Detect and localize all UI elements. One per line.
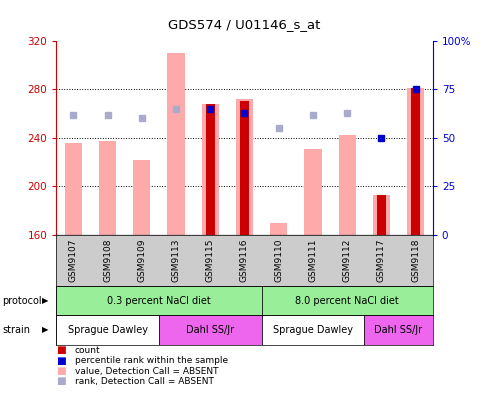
Text: Sprague Dawley: Sprague Dawley [67,325,147,335]
Bar [205,104,214,235]
Bar [201,104,218,235]
Bar [167,53,184,235]
Text: GSM9117: GSM9117 [376,239,385,282]
Bar [376,195,385,235]
Bar [304,149,321,235]
Text: ■: ■ [56,345,66,356]
Text: ▶: ▶ [42,296,49,305]
Text: ■: ■ [56,356,66,366]
Text: strain: strain [2,325,30,335]
Bar [372,195,389,235]
Text: 0.3 percent NaCl diet: 0.3 percent NaCl diet [107,295,210,306]
Text: GSM9110: GSM9110 [274,239,283,282]
Bar [406,88,423,235]
Text: value, Detection Call = ABSENT: value, Detection Call = ABSENT [75,367,218,375]
Text: GSM9109: GSM9109 [137,239,146,282]
Bar [159,315,261,345]
Bar [56,286,261,315]
Text: count: count [75,346,100,355]
Bar [64,143,81,235]
Bar [56,315,159,345]
Bar [261,286,432,315]
Text: GSM9118: GSM9118 [410,239,419,282]
Bar [364,315,432,345]
Bar [133,160,150,235]
Text: rank, Detection Call = ABSENT: rank, Detection Call = ABSENT [75,377,213,386]
Bar [99,141,116,235]
Text: GSM9115: GSM9115 [205,239,214,282]
Text: GSM9111: GSM9111 [308,239,317,282]
Text: ■: ■ [56,366,66,376]
Bar [240,101,248,235]
Text: GDS574 / U01146_s_at: GDS574 / U01146_s_at [168,18,320,31]
Text: protocol: protocol [2,295,42,306]
Text: ■: ■ [56,376,66,386]
Bar [235,99,253,235]
Text: Dahl SS/Jr: Dahl SS/Jr [186,325,234,335]
Bar [269,223,286,235]
Text: GSM9108: GSM9108 [103,239,112,282]
Text: GSM9113: GSM9113 [171,239,180,282]
Text: GSM9116: GSM9116 [240,239,248,282]
Text: 8.0 percent NaCl diet: 8.0 percent NaCl diet [295,295,398,306]
Text: ▶: ▶ [42,325,49,334]
Text: Sprague Dawley: Sprague Dawley [272,325,352,335]
Bar [410,88,419,235]
Bar [261,315,364,345]
Text: Dahl SS/Jr: Dahl SS/Jr [374,325,422,335]
Text: GSM9107: GSM9107 [69,239,78,282]
Bar [338,135,355,235]
Text: GSM9112: GSM9112 [342,239,351,282]
Text: percentile rank within the sample: percentile rank within the sample [75,356,227,365]
